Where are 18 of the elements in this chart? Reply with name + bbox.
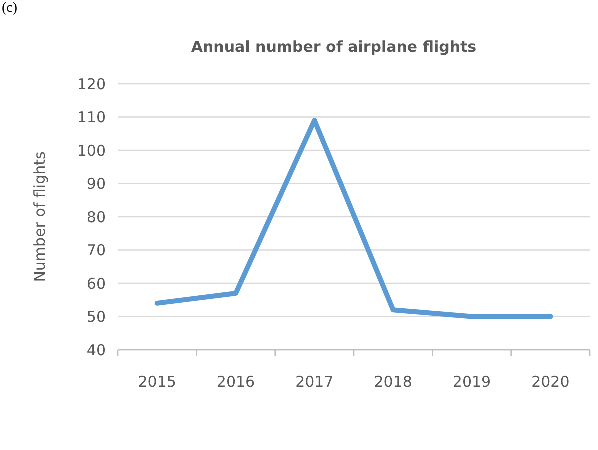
y-tick-label: 100 — [77, 142, 106, 160]
x-tick-label: 2017 — [296, 373, 334, 391]
x-tick-label: 2020 — [532, 373, 570, 391]
y-tick-label: 90 — [86, 175, 106, 193]
x-tick-label: 2019 — [452, 373, 492, 391]
chart-title: Annual number of airplane flights — [191, 38, 477, 56]
y-tick-label: 120 — [77, 75, 106, 94]
x-tick-label: 2015 — [138, 373, 176, 391]
y-tick-label: 60 — [86, 274, 106, 293]
y-tick-label: 50 — [86, 308, 106, 326]
text: (c) — [2, 1, 18, 16]
y-axis-title: Number of flights — [31, 152, 49, 282]
y-tick-label: 80 — [86, 208, 106, 226]
x-tick-label: 2016 — [216, 373, 256, 391]
y-tick-label: 40 — [86, 341, 106, 360]
y-tick-label: 70 — [86, 242, 106, 260]
y-tick-label: 110 — [77, 108, 106, 126]
x-tick-label: 2018 — [374, 373, 412, 391]
